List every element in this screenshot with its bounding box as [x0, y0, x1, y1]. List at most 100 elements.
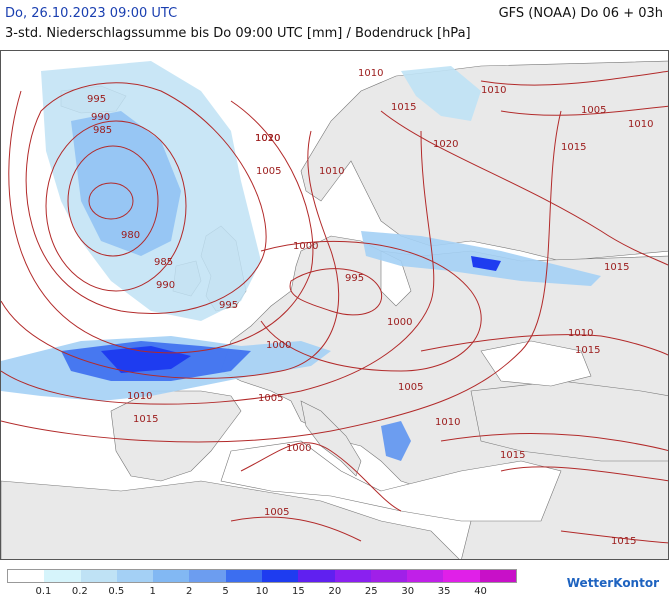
legend-label: 0.5 [108, 586, 125, 597]
isobar-label: 1015 [561, 142, 586, 153]
legend-swatch [261, 570, 299, 582]
precip-north [401, 66, 481, 121]
legend-swatch [407, 570, 444, 582]
isobar-label: 995 [219, 300, 238, 311]
isobar-995-central [289, 268, 383, 316]
land-north-africa [1, 480, 460, 559]
precip-legend [7, 569, 517, 583]
isobar-label: 1015 [133, 414, 158, 425]
black-sea [480, 340, 592, 387]
legend-swatch [298, 570, 335, 582]
isobars [1, 70, 668, 544]
isobar-label: 980 [121, 230, 140, 241]
isobar-label: 1015 [500, 450, 525, 461]
isobar-label: 1000 [293, 241, 318, 252]
isobar-label: 1015 [575, 345, 600, 356]
isobar-1000-ne [480, 70, 668, 86]
isobar-1010 [1, 130, 435, 405]
legend-label: 10 [255, 586, 269, 597]
isobar-label: 985 [154, 257, 173, 268]
legend-label: 0.2 [71, 586, 88, 597]
mediterranean-sea [220, 440, 562, 522]
isobar-1005-ne [500, 105, 668, 116]
precip-greece [381, 421, 411, 461]
isobar-label: 1010 [127, 391, 152, 402]
isobar-1005 [1, 130, 340, 379]
legend-swatch [80, 570, 117, 582]
isobar-label: 985 [93, 125, 112, 136]
isobar-1020-north [380, 110, 668, 266]
legend-swatch [479, 570, 516, 582]
isobar-label: 1000 [266, 340, 291, 351]
isobar-label: 1010 [568, 328, 593, 339]
isobar-label: 1015 [611, 536, 636, 547]
legend-label: 5 [222, 586, 229, 597]
isobar-1010-se [440, 433, 668, 452]
isobar-labels: 995 990 985 980 985 990 995 1000 1005 10… [87, 68, 653, 547]
legend-label: 25 [364, 586, 378, 597]
isobar-label: 1015 [391, 102, 416, 113]
legend-swatch [116, 570, 154, 582]
legend-label: 30 [401, 586, 415, 597]
isobar-label: 1005 [264, 507, 289, 518]
forecast-date: Do, 26.10.2023 09:00 UTC [5, 6, 178, 21]
map-canvas: 995 990 985 980 985 990 995 1000 1005 10… [1, 51, 668, 559]
precipitation [1, 61, 601, 461]
legend-swatch [225, 570, 262, 582]
legend-label: 15 [292, 586, 305, 597]
isobar-label: 990 [156, 280, 175, 291]
isobar-label: 1010 [319, 166, 344, 177]
isobar-995 [25, 82, 267, 315]
isobar-label: 1010 [481, 85, 506, 96]
legend-label: 35 [437, 586, 451, 597]
wetterkontor-logo: WetterKontor [566, 576, 659, 590]
legend-swatch [153, 570, 190, 582]
isobar-label: 1010 [358, 68, 383, 79]
legend-label: 1 [149, 586, 156, 597]
isobar-1010-east [420, 334, 668, 356]
isobar-label: 1005 [256, 166, 281, 177]
legend-swatch [189, 570, 226, 582]
isobar-label: 1000 [387, 317, 412, 328]
model-run: GFS (NOAA) Do 06 + 03h [498, 6, 663, 21]
isobar-980 [88, 182, 134, 220]
isobar-1015-far-se [560, 530, 668, 544]
isobar-1010-med [240, 442, 402, 512]
isobar-1015-sw [230, 516, 362, 542]
isobar-label: 1000 [286, 443, 311, 454]
isobar-label: 995 [87, 94, 106, 105]
isobar-label: 1010 [435, 417, 460, 428]
precip-low-core [71, 111, 181, 256]
legend-swatch [8, 570, 45, 582]
isobar-label: 1020 [255, 133, 280, 144]
legend-swatch [334, 570, 371, 582]
legend-swatch [443, 570, 480, 582]
legend-label: 2 [185, 586, 193, 597]
legend-label: 0.1 [35, 586, 52, 597]
legend-label: 20 [328, 586, 342, 597]
isobar-label: 1010 [255, 133, 280, 144]
isobar-label: 1005 [581, 105, 606, 116]
isobar-label: 1020 [433, 139, 458, 150]
isobar-label: 1010 [628, 119, 653, 130]
isobar-1015-se [500, 466, 668, 482]
isobar-label: 1005 [258, 393, 283, 404]
isobar-1000-central [260, 240, 482, 372]
isobar-label: 1015 [604, 262, 629, 273]
legend-label: 40 [474, 586, 487, 597]
isobar-1015 [1, 110, 562, 443]
land-iberia [110, 390, 242, 482]
isobar-990 [45, 120, 187, 292]
legend-swatch [370, 570, 408, 582]
isobar-985 [67, 145, 159, 257]
isobar-label: 990 [91, 112, 110, 123]
isobar-label: 995 [345, 273, 364, 284]
map-subtitle: 3-std. Niederschlagssumme bis Do 09:00 U… [5, 26, 471, 41]
precip-east-core [471, 256, 501, 271]
legend-swatch [44, 570, 81, 582]
weather-map: 995 990 985 980 985 990 995 1000 1005 10… [0, 50, 669, 560]
inland-seas [220, 250, 592, 522]
land-italy [300, 400, 362, 477]
isobar-label: 1005 [398, 382, 423, 393]
isobar-1000 [8, 90, 314, 354]
